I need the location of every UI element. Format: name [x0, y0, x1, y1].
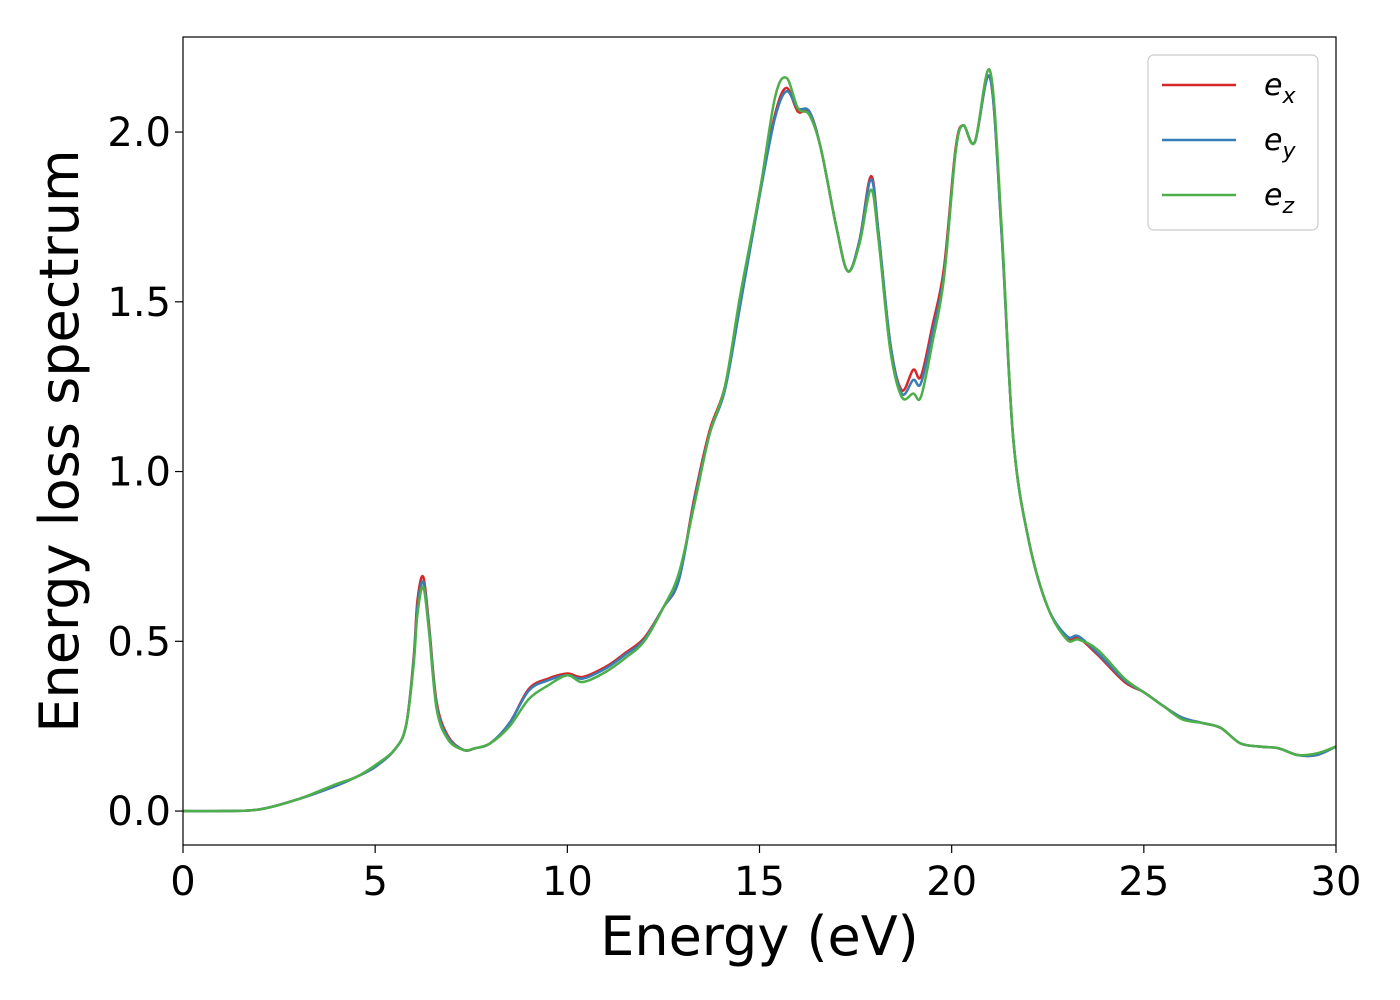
- series-line-e_z: [183, 67, 1336, 813]
- y-tick-label: 2.0: [107, 110, 171, 156]
- x-tick-label: 20: [926, 859, 977, 905]
- x-axis-label: Energy (eV): [600, 905, 919, 968]
- y-tick-label: 1.5: [107, 280, 171, 326]
- y-tick-label: 0.5: [107, 619, 171, 665]
- legend-label-e_x: ex: [1264, 68, 1296, 109]
- y-tick-label: 1.0: [107, 450, 171, 496]
- x-tick-label: 10: [542, 859, 593, 905]
- series-layer: [183, 67, 1336, 813]
- x-axis: 0 5 10 15 20 25 30: [170, 845, 1361, 905]
- legend-label-e_z: ez: [1264, 178, 1294, 219]
- x-tick-label: 0: [170, 859, 195, 905]
- x-tick-label: 5: [362, 859, 387, 905]
- legend-label-e_y: ey: [1264, 123, 1296, 164]
- y-axis: 0.0 0.5 1.0 1.5 2.0: [107, 110, 183, 835]
- x-tick-label: 30: [1311, 859, 1362, 905]
- legend: ex ey ez: [1147, 54, 1319, 231]
- x-tick-label: 25: [1118, 859, 1169, 905]
- y-axis-label: Energy loss spectrum: [28, 149, 91, 732]
- legend-box: [1147, 54, 1319, 231]
- y-tick-label: 0.0: [107, 789, 171, 835]
- x-tick-label: 15: [734, 859, 785, 905]
